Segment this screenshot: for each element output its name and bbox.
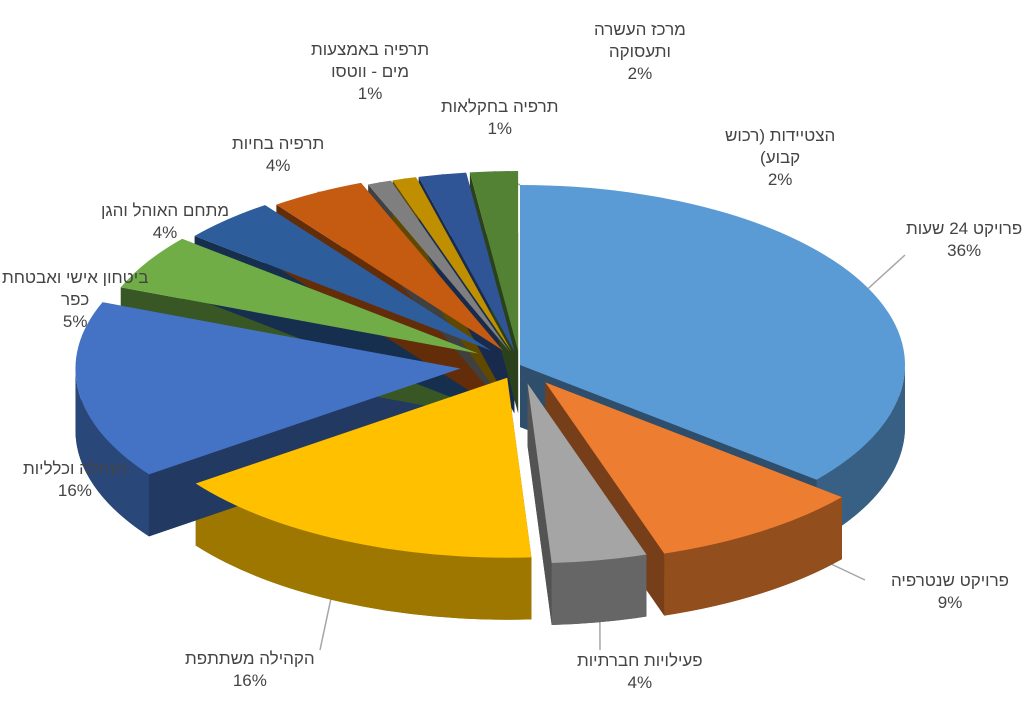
data-label-name: כפר: [60, 290, 90, 309]
pie-slice-2: [527, 383, 647, 564]
slice-outer-wall-2-0: [551, 554, 647, 626]
pie-slice-4: [75, 302, 461, 475]
data-label-percent: 2%: [767, 170, 793, 189]
data-label-percent: 1%: [357, 84, 383, 103]
data-label-1: פרויקט שנטרפיה 9%: [891, 570, 1009, 614]
data-label-name: קבוע): [760, 148, 801, 167]
data-label-name: תרפיה באמצעות: [311, 40, 430, 59]
data-label-2: פעילויות חברתיות 4%: [577, 650, 703, 694]
data-label-8: תרפיה באמצעות מים - ווטסו 1%: [311, 39, 429, 105]
slice-outer-wall-3-0: [195, 483, 532, 620]
data-label-3: הקהילה משתתפת 16%: [185, 648, 315, 692]
data-label-percent: 4%: [152, 223, 178, 242]
pie-slice-3: [195, 377, 532, 558]
leader-line-0: [867, 254, 906, 289]
data-label-4: הנהלה וכלליות 16%: [23, 458, 127, 502]
data-label-name: הנהלה וכלליות: [23, 459, 127, 478]
data-label-percent: 4%: [265, 156, 291, 175]
data-label-name: ותעסוקה: [608, 42, 671, 61]
pie-slice-7: [276, 182, 503, 351]
data-label-name: מים - ווטסו: [331, 62, 409, 81]
data-label-name: מתחם האוהל והגן: [101, 201, 230, 220]
pie-slice-8: [368, 180, 510, 352]
pie-slice-11: [469, 171, 519, 352]
data-label-0: פרויקט 24 שעות 36%: [906, 218, 1022, 262]
data-label-name: פעילויות חברתיות: [577, 651, 703, 670]
data-label-6: מתחם האוהל והגן 4%: [101, 200, 229, 244]
data-label-name: הקהילה משתתפת: [185, 649, 315, 668]
slice-tops: [75, 171, 905, 564]
slice-outer-wall-1-0: [664, 497, 842, 616]
data-label-5: ביטחון אישי ואבטחת כפר 5%: [2, 267, 148, 333]
data-label-9: תרפיה בחקלאות 1%: [441, 96, 559, 140]
data-label-percent: 4%: [627, 673, 653, 692]
data-label-percent: 9%: [937, 593, 963, 612]
data-label-name: פרויקט שנטרפיה: [891, 571, 1010, 590]
data-label-name: פרויקט 24 שעות: [906, 219, 1023, 238]
slice-wall-2-1: [527, 383, 552, 626]
pie-slice-1: [545, 382, 842, 554]
data-label-percent: 2%: [627, 64, 653, 83]
data-label-name: הצטיידות (רכוש: [725, 126, 836, 145]
data-label-percent: 1%: [487, 119, 513, 138]
pie-slice-6: [194, 205, 492, 351]
data-label-11: הצטיידות (רכוש קבוע) 2%: [725, 125, 835, 191]
pie-slice-10: [418, 172, 515, 352]
data-label-percent: 16%: [57, 481, 92, 500]
pie-slice-9: [392, 177, 512, 352]
data-label-name: ביטחון אישי ואבטחת: [2, 268, 149, 287]
data-label-7: תרפיה בחיות 4%: [232, 133, 324, 177]
pie-slice-0: [520, 185, 905, 480]
data-label-percent: 16%: [232, 671, 267, 690]
slice-outer-wall-4-0: [75, 368, 150, 537]
data-label-name: תרפיה בחיות: [232, 134, 325, 153]
data-label-percent: 5%: [62, 312, 88, 331]
pie-slice-5: [120, 238, 479, 354]
data-label-percent: 36%: [947, 241, 982, 260]
data-label-10: מרכז העשרה ותעסוקה 2%: [594, 19, 686, 85]
data-label-name: מרכז העשרה: [594, 20, 686, 39]
data-label-name: תרפיה בחקלאות: [441, 97, 559, 116]
